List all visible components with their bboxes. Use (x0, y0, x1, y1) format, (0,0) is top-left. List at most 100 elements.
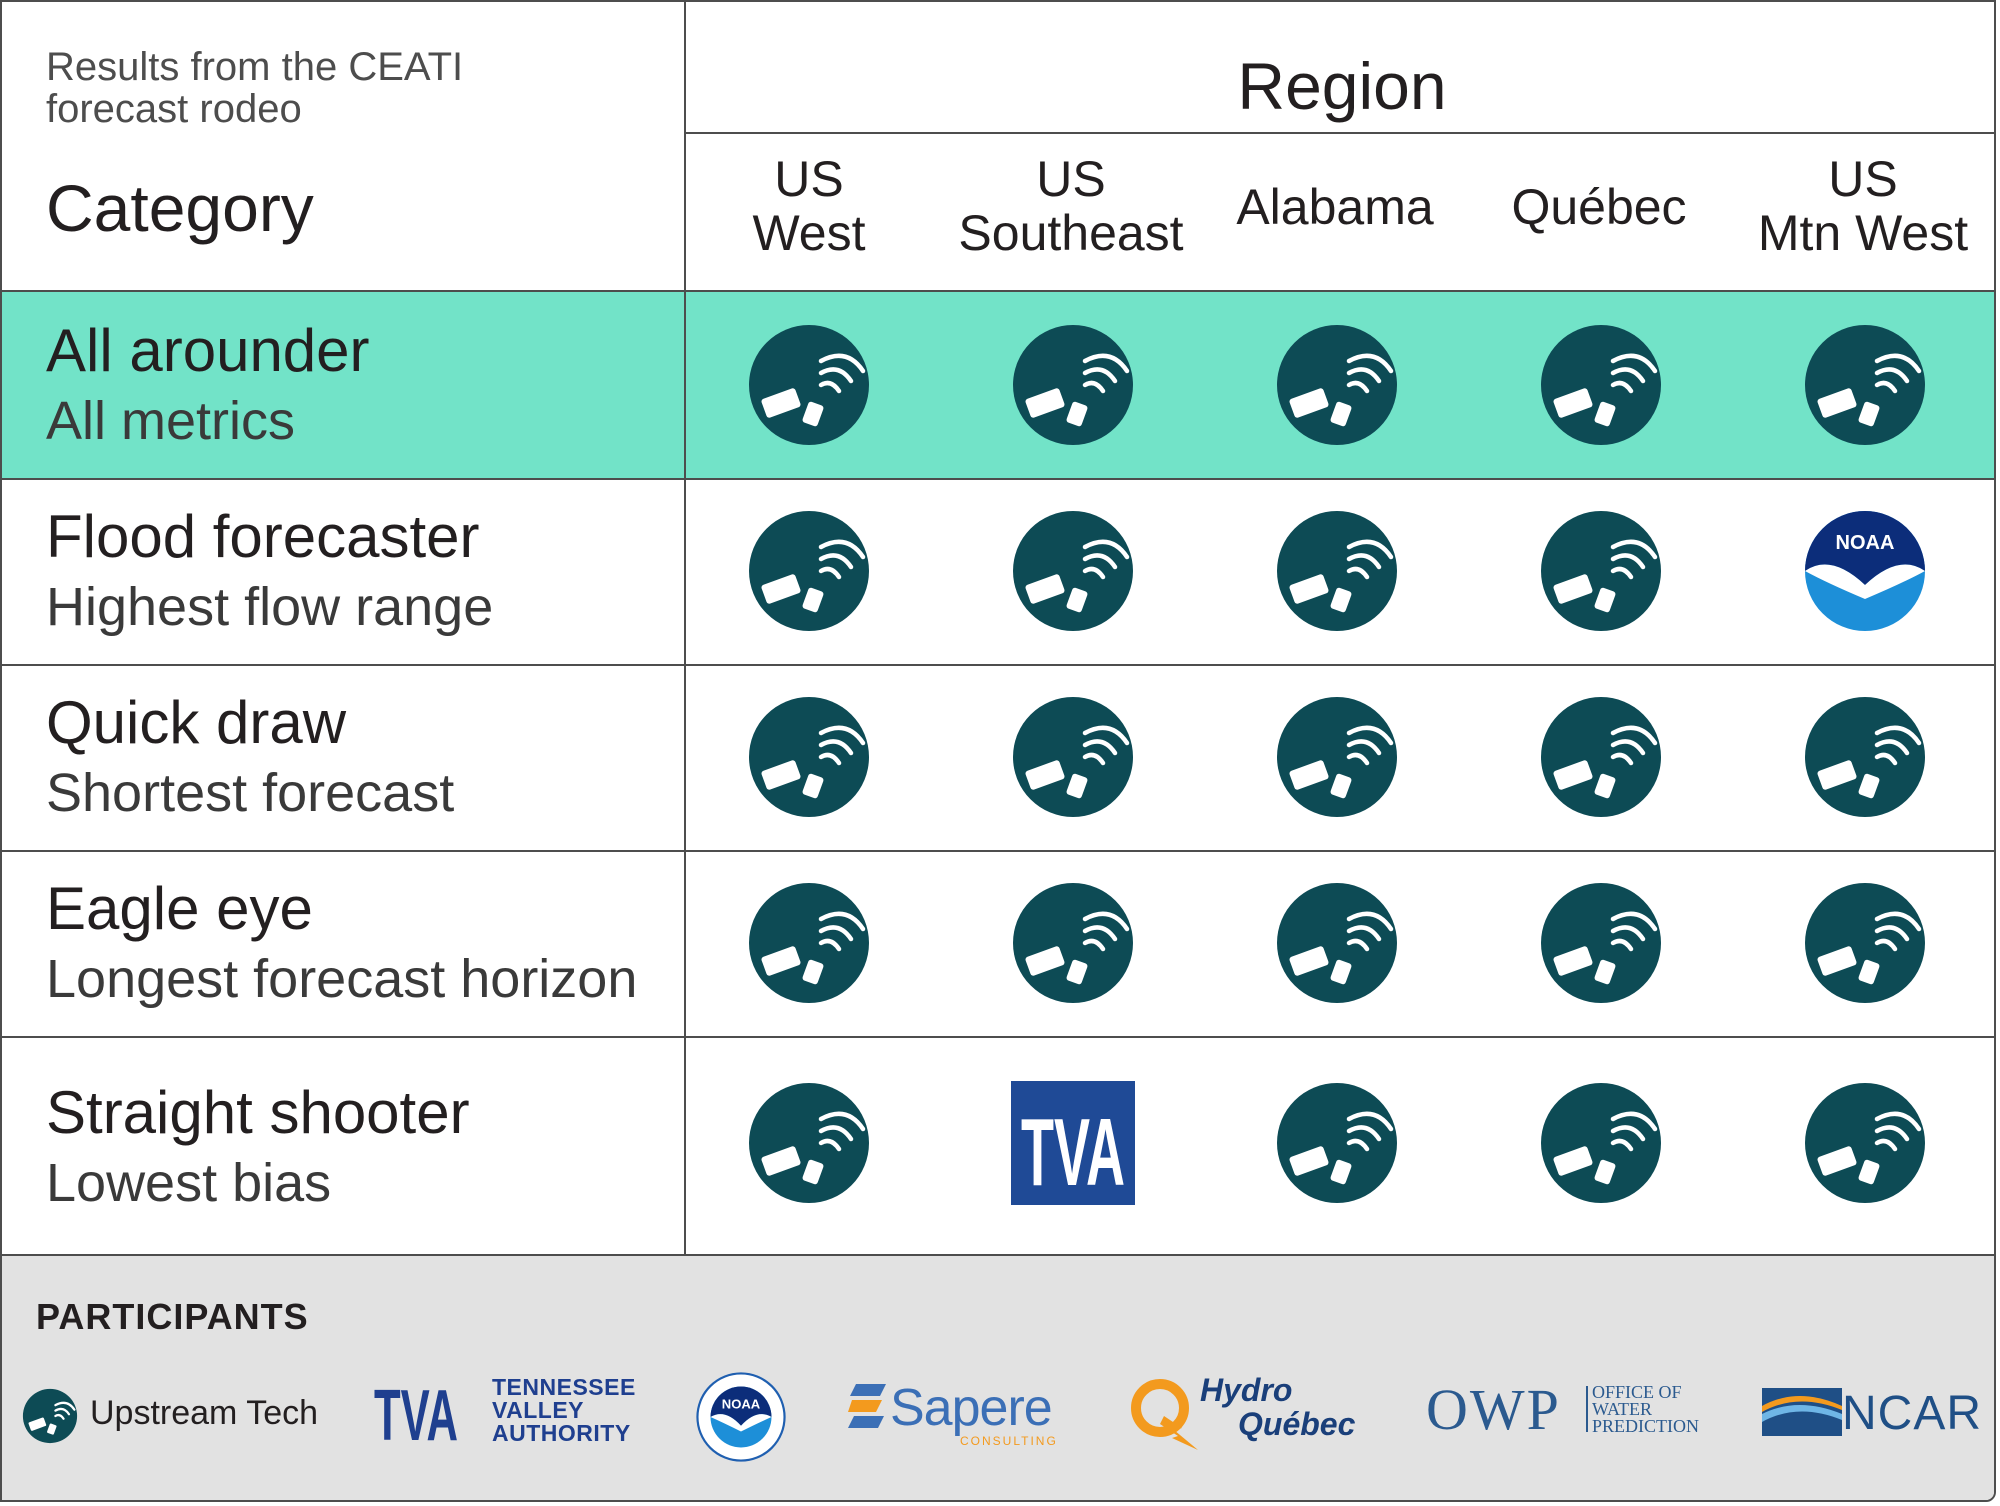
table-bottom (2, 1254, 1994, 1256)
region-line1: US (774, 151, 844, 207)
header-divider (2, 290, 1994, 292)
satellite-icon (1013, 325, 1133, 445)
region-line2: West (752, 205, 866, 261)
winner-cell (1803, 881, 1927, 1005)
winner-cell (747, 881, 871, 1005)
region-line2: Mtn West (1757, 205, 1969, 261)
satellite-icon (1805, 325, 1925, 445)
satellite-icon (22, 1388, 78, 1444)
tva-name-line: TENNESSEE (492, 1374, 636, 1400)
row-divider (2, 664, 1994, 666)
winner-cell (1539, 509, 1663, 633)
winner-cell (1803, 1081, 1927, 1205)
winner-cell (747, 509, 871, 633)
satellite-icon (1541, 883, 1661, 1003)
category-title: Straight shooter (46, 1079, 470, 1146)
satellite-icon (1805, 883, 1925, 1003)
satellite-icon (1541, 511, 1661, 631)
hydro-quebec-logo: Hydro Québec (1126, 1372, 1366, 1452)
tva-cell-text: TVA (1021, 1099, 1125, 1205)
ncar-swoosh-icon (1762, 1388, 1842, 1436)
satellite-icon (1277, 511, 1397, 631)
winner-cell (1011, 695, 1135, 819)
satellite-icon (1013, 511, 1133, 631)
region-header: Region (1237, 49, 1447, 123)
category-subtitle: Shortest forecast (46, 763, 455, 823)
hydro-quebec-line: Hydro (1200, 1372, 1293, 1408)
region-line1: Alabama (1236, 179, 1434, 235)
owp-mark: OWP (1426, 1377, 1561, 1442)
tva-logo: TVA TENNESSEE VALLEY AUTHORITY (374, 1376, 644, 1448)
winner-cell (1275, 323, 1399, 447)
winner-cell (1275, 695, 1399, 819)
winner-cell (1803, 323, 1927, 447)
ncar-logo: NCAR (1762, 1380, 1992, 1442)
winner-cell: TVA (1011, 1081, 1135, 1205)
tva-name-line: AUTHORITY (492, 1420, 631, 1446)
region-us-mtn-west: US Mtn West (1732, 152, 1994, 260)
category-header: Category (46, 171, 314, 245)
satellite-icon (749, 325, 869, 445)
satellite-icon (749, 511, 869, 631)
winner-cell (747, 323, 871, 447)
row-divider (2, 478, 1994, 480)
owp-name-line: PREDICTION (1592, 1416, 1699, 1436)
category-subtitle: Longest forecast horizon (46, 949, 638, 1009)
participants-panel (2, 1256, 1994, 1500)
noaa-logo-icon: NOAA (1805, 511, 1925, 631)
category-subtitle: All metrics (46, 391, 296, 451)
category-title: All arounder (46, 317, 370, 384)
owp-name-line: OFFICE OF (1592, 1382, 1682, 1402)
winner-cell (1011, 881, 1135, 1005)
winner-cell (1275, 881, 1399, 1005)
satellite-icon (1541, 1083, 1661, 1203)
sapere-mark-icon (848, 1384, 886, 1428)
region-underline (684, 132, 1994, 134)
satellite-icon (1277, 883, 1397, 1003)
winner-cell (1803, 695, 1927, 819)
noaa-seal-logo: NOAA (696, 1372, 786, 1462)
satellite-icon (749, 883, 869, 1003)
satellite-icon (749, 1083, 869, 1203)
winner-cell (1275, 509, 1399, 633)
highlight-row-background (2, 292, 1994, 478)
satellite-icon (1013, 883, 1133, 1003)
owp-divider (1586, 1386, 1588, 1432)
owp-name-line: WATER (1592, 1399, 1652, 1419)
region-quebec: Québec (1468, 180, 1730, 234)
noaa-seal-icon: NOAA (696, 1372, 786, 1462)
column-divider (684, 2, 686, 1254)
owp-logo: OWP OFFICE OF WATER PREDICTION (1426, 1380, 1716, 1440)
noaa-seal-text: NOAA (722, 1396, 761, 1411)
row-divider (2, 850, 1994, 852)
satellite-icon (1277, 325, 1397, 445)
hydro-quebec-q-icon (1131, 1379, 1198, 1450)
tva-name-line: VALLEY (492, 1397, 585, 1423)
tva-mark-icon: TVA (374, 1378, 458, 1446)
owp-name: OFFICE OF WATER PREDICTION (1592, 1382, 1699, 1436)
winner-cell (747, 1081, 871, 1205)
participants-label: PARTICIPANTS (36, 1296, 309, 1337)
noaa-cell-text: NOAA (1836, 532, 1895, 554)
ncar-name: NCAR (1842, 1387, 1983, 1440)
satellite-icon (1805, 1083, 1925, 1203)
tva-mark-text: TVA (374, 1378, 458, 1446)
category-title: Eagle eye (46, 875, 313, 942)
tva-name: TENNESSEE VALLEY AUTHORITY (492, 1376, 636, 1445)
sapere-sub: CONSULTING (960, 1434, 1058, 1448)
region-line2: Southeast (958, 205, 1184, 261)
region-us-west: US West (678, 152, 940, 260)
winner-cell (1011, 323, 1135, 447)
upstream-tech-name: Upstream Tech (90, 1394, 319, 1432)
satellite-icon (749, 697, 869, 817)
satellite-icon (1277, 697, 1397, 817)
tva-logo-icon: TVA (1011, 1081, 1135, 1205)
category-subtitle: Highest flow range (46, 577, 494, 637)
category-title: Quick draw (46, 689, 347, 756)
upstream-tech-logo: Upstream Tech (22, 1384, 322, 1448)
winner-cell (1539, 695, 1663, 819)
winner-cell (1539, 881, 1663, 1005)
row-divider (2, 1036, 1994, 1038)
satellite-icon (1013, 697, 1133, 817)
winner-cell: NOAA (1803, 509, 1927, 633)
